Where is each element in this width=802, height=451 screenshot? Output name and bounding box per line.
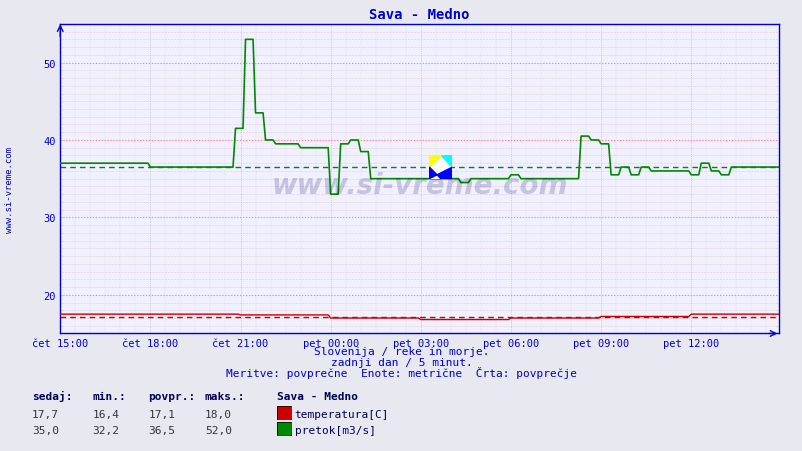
Text: 17,1: 17,1 (148, 409, 176, 419)
Text: min.:: min.: (92, 391, 126, 401)
Title: Sava - Medno: Sava - Medno (369, 8, 469, 22)
Text: temperatura[C]: temperatura[C] (294, 409, 389, 419)
Text: 36,5: 36,5 (148, 425, 176, 435)
Text: Meritve: povprečne  Enote: metrične  Črta: povprečje: Meritve: povprečne Enote: metrične Črta:… (225, 367, 577, 378)
Text: Slovenija / reke in morje.: Slovenija / reke in morje. (314, 346, 488, 356)
Text: Sava - Medno: Sava - Medno (277, 391, 358, 401)
Text: 17,7: 17,7 (32, 409, 59, 419)
Text: povpr.:: povpr.: (148, 391, 196, 401)
Text: 32,2: 32,2 (92, 425, 119, 435)
Text: zadnji dan / 5 minut.: zadnji dan / 5 minut. (330, 357, 472, 367)
Text: www.si-vreme.com: www.si-vreme.com (5, 147, 14, 232)
Text: www.si-vreme.com: www.si-vreme.com (271, 171, 567, 199)
Text: 18,0: 18,0 (205, 409, 232, 419)
Text: 35,0: 35,0 (32, 425, 59, 435)
Text: sedaj:: sedaj: (32, 390, 72, 401)
Text: maks.:: maks.: (205, 391, 245, 401)
Text: 16,4: 16,4 (92, 409, 119, 419)
Text: 52,0: 52,0 (205, 425, 232, 435)
Text: pretok[m3/s]: pretok[m3/s] (294, 425, 375, 435)
